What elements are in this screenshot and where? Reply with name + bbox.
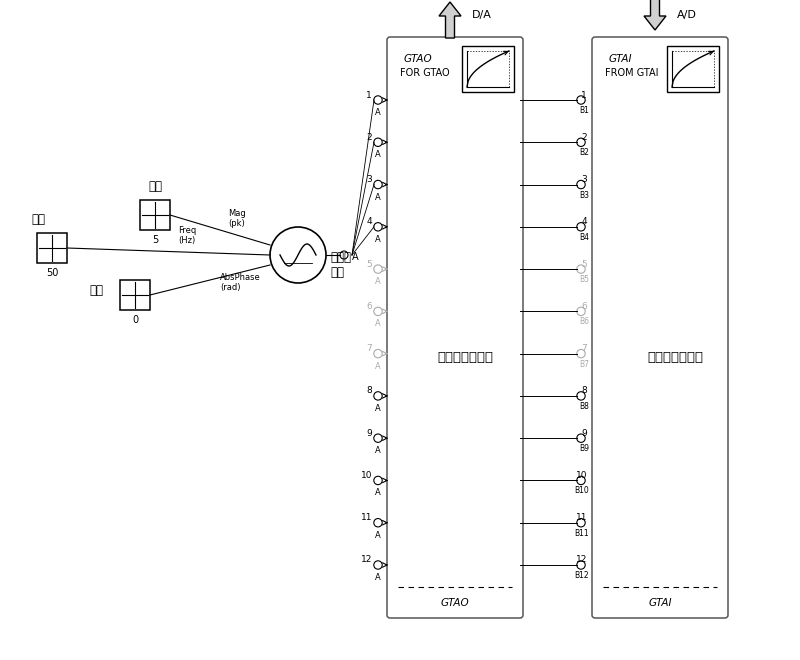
Polygon shape — [439, 2, 461, 38]
Text: Mag
(pk): Mag (pk) — [228, 209, 246, 228]
Text: A: A — [375, 531, 381, 540]
Text: 2: 2 — [582, 133, 587, 142]
Text: A: A — [375, 404, 381, 413]
Bar — [140, 200, 170, 230]
Text: B5: B5 — [579, 275, 589, 284]
Text: 0: 0 — [132, 315, 138, 325]
Text: FOR GTAO: FOR GTAO — [400, 68, 450, 78]
Bar — [37, 233, 67, 263]
Bar — [120, 280, 150, 310]
Text: 3: 3 — [366, 175, 372, 184]
Text: GTAI: GTAI — [648, 598, 672, 608]
Text: 12: 12 — [361, 556, 372, 564]
Text: A: A — [375, 573, 381, 582]
Text: 3: 3 — [582, 175, 587, 184]
Text: B2: B2 — [579, 148, 589, 157]
Text: 4: 4 — [582, 217, 587, 226]
Text: A/D: A/D — [677, 10, 697, 20]
Text: B4: B4 — [579, 233, 589, 242]
Text: GTAO: GTAO — [441, 598, 470, 608]
Text: A: A — [375, 150, 381, 159]
Text: 11: 11 — [361, 513, 372, 522]
Text: B7: B7 — [579, 360, 589, 369]
Text: 2: 2 — [366, 133, 372, 142]
Bar — [667, 46, 719, 92]
Text: A: A — [375, 277, 381, 286]
Text: 5: 5 — [582, 259, 587, 269]
Text: 1: 1 — [366, 90, 372, 100]
Text: A: A — [375, 108, 381, 117]
Text: A: A — [375, 362, 381, 371]
Text: 8: 8 — [582, 386, 587, 395]
Text: 4: 4 — [366, 217, 372, 226]
Text: 6: 6 — [582, 302, 587, 311]
Text: 相位: 相位 — [89, 284, 103, 298]
Text: 10: 10 — [575, 471, 587, 480]
Text: 50: 50 — [46, 268, 58, 278]
Text: 10: 10 — [361, 471, 372, 480]
Text: 5: 5 — [366, 259, 372, 269]
Text: Freq
(Hz): Freq (Hz) — [178, 226, 197, 245]
Text: 6: 6 — [366, 302, 372, 311]
Text: 12: 12 — [576, 556, 587, 564]
Text: B9: B9 — [579, 444, 589, 453]
Text: A: A — [375, 235, 381, 244]
FancyBboxPatch shape — [387, 37, 523, 618]
Text: 1: 1 — [582, 90, 587, 100]
Text: 7: 7 — [582, 344, 587, 353]
Bar — [462, 46, 514, 92]
Text: 9: 9 — [582, 429, 587, 438]
Text: 11: 11 — [575, 513, 587, 522]
Text: 8: 8 — [366, 386, 372, 395]
Text: B3: B3 — [579, 191, 589, 199]
Text: B6: B6 — [579, 317, 589, 326]
Text: 9: 9 — [366, 429, 372, 438]
FancyBboxPatch shape — [592, 37, 728, 618]
Text: B12: B12 — [574, 571, 589, 580]
Polygon shape — [644, 0, 666, 30]
Text: A: A — [375, 319, 381, 329]
Text: GTAO: GTAO — [404, 54, 433, 64]
Text: 幅值: 幅值 — [148, 180, 162, 193]
Text: 7: 7 — [366, 344, 372, 353]
Text: B11: B11 — [574, 529, 589, 538]
Text: 函数发
生器: 函数发 生器 — [330, 251, 351, 279]
Text: A: A — [352, 252, 358, 262]
Text: D/A: D/A — [472, 10, 492, 20]
Text: 模拟量输出元件: 模拟量输出元件 — [437, 351, 493, 364]
Text: AbsPhase
(rad): AbsPhase (rad) — [220, 273, 261, 292]
Text: B8: B8 — [579, 402, 589, 411]
Text: 频率: 频率 — [31, 213, 45, 226]
Text: FROM GTAI: FROM GTAI — [605, 68, 658, 78]
Text: A: A — [375, 488, 381, 498]
Text: GTAI: GTAI — [609, 54, 633, 64]
Text: B10: B10 — [574, 486, 589, 496]
Text: 5: 5 — [152, 235, 158, 245]
Text: B1: B1 — [579, 106, 589, 115]
Text: A: A — [375, 446, 381, 455]
Text: 模拟量输入元件: 模拟量输入元件 — [647, 351, 703, 364]
Text: A: A — [375, 193, 381, 201]
